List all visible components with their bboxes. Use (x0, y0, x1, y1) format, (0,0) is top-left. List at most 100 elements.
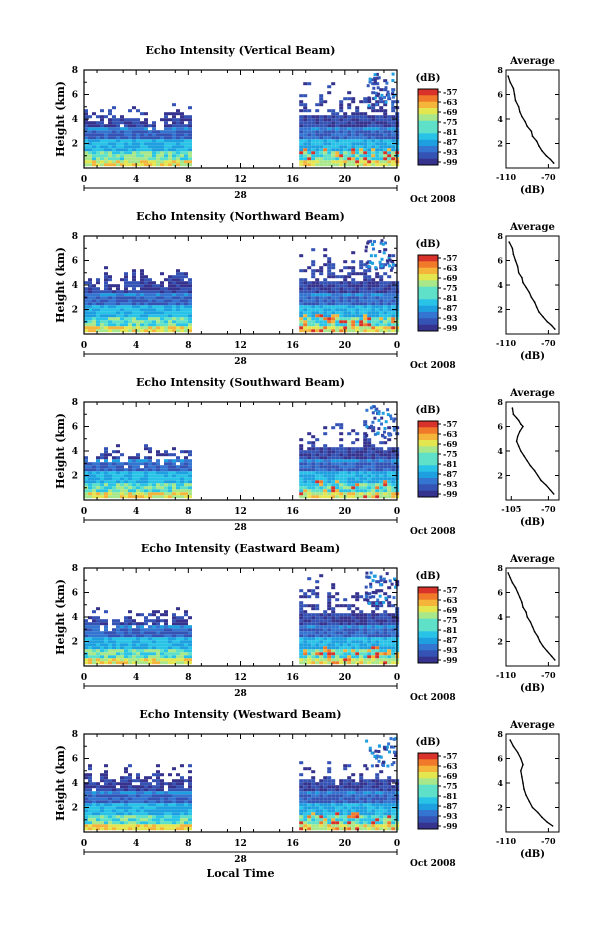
heatmap-cell (100, 776, 104, 780)
heatmap-cell (112, 133, 116, 137)
heatmap-cell (303, 450, 308, 454)
heatmap-cell (88, 136, 92, 140)
heatmap-cell (391, 447, 396, 451)
profile-point (538, 145, 540, 147)
heatmap-cell (383, 326, 388, 330)
heatmap-cell (176, 655, 180, 659)
heatmap-cell (140, 480, 144, 484)
heatmap-cell (168, 112, 172, 116)
heatmap-cell (140, 124, 144, 128)
heatmap-cell (108, 305, 112, 309)
heatmap-cell (176, 492, 180, 496)
heatmap-cell (180, 151, 184, 155)
heatmap-cell (172, 779, 176, 783)
heatmap-cell (335, 320, 340, 324)
colorbar-title: (dB) (416, 239, 441, 250)
heatmap-cell (387, 160, 392, 164)
heatmap-cell (339, 477, 344, 481)
heatmap-cell (156, 637, 160, 641)
heatmap-cell (351, 133, 356, 137)
heatmap-cell (367, 649, 372, 653)
heatmap-cell (375, 121, 380, 125)
heatmap-cell (335, 160, 340, 164)
heatmap-cell (108, 495, 112, 499)
heatmap-cell (351, 151, 356, 155)
heatmap-cell (371, 486, 376, 490)
heatmap-cell (96, 794, 100, 798)
heatmap-cell (88, 480, 92, 484)
heatmap-cell (327, 284, 332, 288)
heatmap-cell (152, 474, 156, 478)
heatmap-cell (168, 643, 172, 647)
heatmap-cell (88, 115, 92, 119)
heatmap-cell (327, 643, 332, 647)
heatmap-cell (323, 646, 328, 650)
heatmap-cell (351, 317, 356, 321)
heatmap-cell (160, 151, 164, 155)
heatmap-cell (371, 281, 376, 285)
heatmap-cell (303, 456, 308, 460)
heatmap-cell (391, 284, 396, 288)
heatmap-cell (363, 299, 368, 303)
heatmap-cell (152, 293, 156, 297)
heatmap-cell (124, 474, 128, 478)
heatmap-cell (303, 809, 308, 813)
heatmap-cell (180, 139, 184, 143)
heatmap-cell (371, 160, 376, 164)
heatmap-cell (184, 791, 188, 795)
heatmap-cell (307, 118, 312, 122)
heatmap-cell (120, 320, 124, 324)
heatmap-cell (176, 118, 180, 122)
heatmap-cell (124, 812, 128, 816)
heatmap-cell (172, 145, 176, 149)
heatmap-cell (315, 121, 320, 125)
heatmap-cell (327, 471, 332, 475)
heatmap-cell (96, 809, 100, 813)
heatmap-cell (331, 121, 336, 125)
heatmap-cell (367, 163, 372, 167)
heatmap-cell (108, 314, 112, 318)
heatmap-cell (315, 821, 320, 825)
heatmap-cell (379, 622, 384, 626)
heatmap-cell (339, 151, 344, 155)
colorbar-swatch (418, 152, 438, 159)
heatmap-cell (108, 127, 112, 131)
heatmap-cell (371, 302, 376, 306)
heatmap-cell (88, 278, 92, 282)
heatmap-cell (372, 405, 376, 409)
heatmap-cell (371, 287, 376, 291)
heatmap-cell (387, 311, 392, 315)
heatmap-cell (96, 628, 100, 632)
heatmap-cell (108, 308, 112, 312)
heatmap-cell (323, 489, 328, 493)
heatmap-cell (108, 794, 112, 798)
heatmap-cell (152, 646, 156, 650)
heatmap-cell (188, 148, 192, 152)
heatmap-cell (373, 76, 377, 80)
heatmap-cell (355, 290, 360, 294)
heatmap-cell (355, 598, 360, 602)
heatmap-cell (112, 145, 116, 149)
heatmap-cell (299, 827, 304, 831)
heatmap-cell (387, 314, 392, 318)
heatmap-cell (311, 121, 316, 125)
heatmap-cell (363, 157, 368, 161)
heatmap-cell (164, 652, 168, 656)
heatmap-cell (299, 293, 304, 297)
heatmap-cell (327, 652, 332, 656)
heatmap-cell (124, 643, 128, 647)
heatmap-cell (108, 112, 112, 116)
heatmap-cell (339, 136, 344, 140)
heatmap-cell (311, 263, 316, 267)
heatmap-cell (88, 142, 92, 146)
heatmap-cell (116, 320, 120, 324)
heatmap-cell (156, 622, 160, 626)
heatmap-cell (88, 628, 92, 632)
heatmap-cell (176, 794, 180, 798)
heatmap-cell (188, 459, 192, 463)
heatmap-cell (184, 456, 188, 460)
heatmap-cell (84, 634, 88, 638)
heatmap-cell (112, 652, 116, 656)
heatmap-cell (323, 151, 328, 155)
heatmap-cell (327, 474, 332, 478)
